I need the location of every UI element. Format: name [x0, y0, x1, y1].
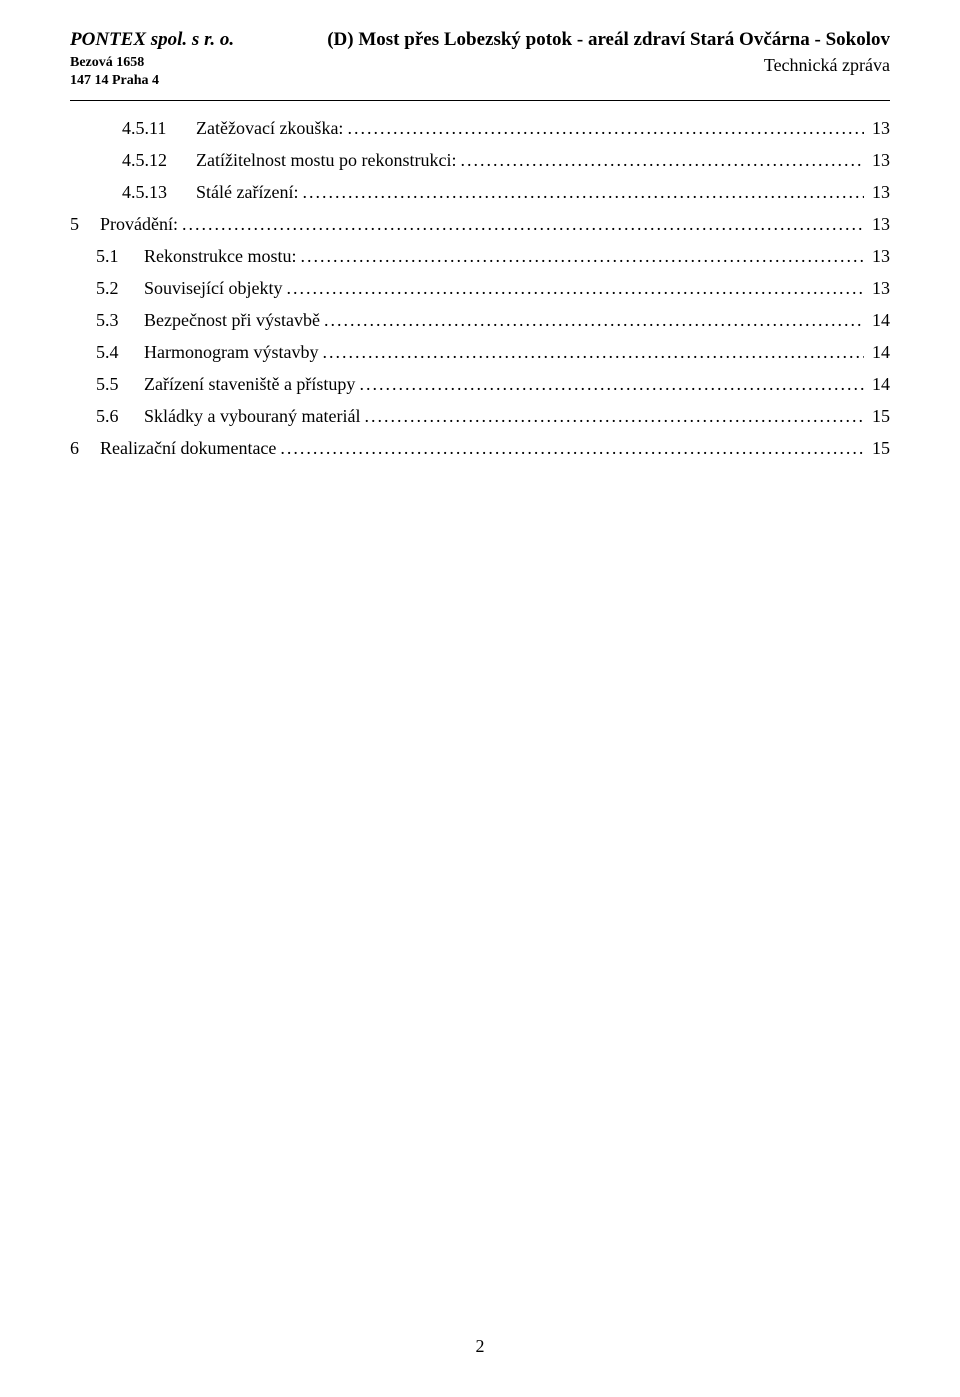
toc-title: Provádění: [100, 215, 178, 233]
toc-title: Zatížitelnost mostu po rekonstrukci: [196, 151, 456, 169]
toc-leader [347, 119, 864, 137]
toc-page: 13 [868, 279, 890, 297]
toc-leader [460, 151, 864, 169]
toc-number: 4.5.12 [122, 151, 196, 169]
table-of-contents: 4.5.11Zatěžovací zkouška:134.5.12Zatížit… [70, 119, 890, 457]
toc-number: 4.5.13 [122, 183, 196, 201]
toc-page: 15 [868, 407, 890, 425]
toc-page: 13 [868, 151, 890, 169]
toc-title: Související objekty [144, 279, 283, 297]
toc-title: Bezpečnost při výstavbě [144, 311, 320, 329]
toc-title: Skládky a vybouraný materiál [144, 407, 360, 425]
toc-title: Stálé zařízení: [196, 183, 298, 201]
toc-leader [302, 183, 864, 201]
toc-number: 5.6 [96, 407, 144, 425]
toc-title: Zařízení staveniště a přístupy [144, 375, 355, 393]
toc-page: 14 [868, 311, 890, 329]
document-title: (D) Most přes Lobezský potok - areál zdr… [327, 28, 890, 53]
toc-number: 5.2 [96, 279, 144, 297]
toc-page: 13 [868, 215, 890, 233]
toc-page: 13 [868, 119, 890, 137]
toc-title: Harmonogram výstavby [144, 343, 318, 361]
toc-number: 6 [70, 439, 100, 457]
toc-entry: 5.3Bezpečnost při výstavbě 14 [70, 311, 890, 329]
toc-leader [300, 247, 864, 265]
header-left: PONTEX spol. s r. o. Bezová 1658 147 14 … [70, 28, 234, 90]
address-line-1: Bezová 1658 [70, 54, 234, 72]
toc-page: 14 [868, 343, 890, 361]
toc-entry: 4.5.11Zatěžovací zkouška: 13 [70, 119, 890, 137]
toc-entry: 5.6Skládky a vybouraný materiál 15 [70, 407, 890, 425]
toc-entry: 6Realizační dokumentace 15 [70, 439, 890, 457]
toc-leader [280, 439, 864, 457]
toc-page: 13 [868, 183, 890, 201]
page-header: PONTEX spol. s r. o. Bezová 1658 147 14 … [70, 28, 890, 90]
toc-title: Zatěžovací zkouška: [196, 119, 343, 137]
toc-leader [359, 375, 864, 393]
toc-leader [364, 407, 864, 425]
toc-entry: 5.5Zařízení staveniště a přístupy 14 [70, 375, 890, 393]
toc-entry: 5.2Související objekty 13 [70, 279, 890, 297]
toc-entry: 5Provádění: 13 [70, 215, 890, 233]
toc-number: 5.4 [96, 343, 144, 361]
toc-title: Realizační dokumentace [100, 439, 276, 457]
toc-page: 14 [868, 375, 890, 393]
page-number: 2 [0, 1336, 960, 1357]
page: PONTEX spol. s r. o. Bezová 1658 147 14 … [0, 0, 960, 1397]
header-right: (D) Most přes Lobezský potok - areál zdr… [327, 28, 890, 77]
toc-entry: 5.4Harmonogram výstavby 14 [70, 343, 890, 361]
toc-page: 13 [868, 247, 890, 265]
toc-page: 15 [868, 439, 890, 457]
toc-number: 5 [70, 215, 100, 233]
address-line-2: 147 14 Praha 4 [70, 72, 234, 90]
toc-number: 4.5.11 [122, 119, 196, 137]
toc-leader [287, 279, 865, 297]
document-subtitle: Technická zpráva [764, 54, 890, 77]
toc-number: 5.5 [96, 375, 144, 393]
toc-leader [322, 343, 864, 361]
toc-entry: 5.1Rekonstrukce mostu: 13 [70, 247, 890, 265]
toc-entry: 4.5.13Stálé zařízení: 13 [70, 183, 890, 201]
toc-number: 5.3 [96, 311, 144, 329]
toc-leader [324, 311, 864, 329]
toc-entry: 4.5.12Zatížitelnost mostu po rekonstrukc… [70, 151, 890, 169]
toc-number: 5.1 [96, 247, 144, 265]
toc-leader [182, 215, 864, 233]
toc-title: Rekonstrukce mostu: [144, 247, 296, 265]
header-rule [70, 100, 890, 101]
company-name: PONTEX spol. s r. o. [70, 28, 234, 52]
